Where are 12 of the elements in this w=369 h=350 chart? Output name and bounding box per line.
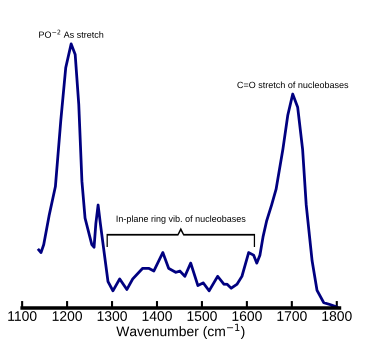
x-tick-label: 1800 bbox=[322, 311, 352, 321]
x-tick-label: 1100 bbox=[8, 311, 37, 321]
annotation: In-plane ring vib. of nucleobases bbox=[116, 215, 246, 224]
x-tick-label: 1300 bbox=[98, 311, 127, 321]
x-tick-label: 1500 bbox=[188, 311, 217, 321]
annotation: PO$^{−2}$ As stretch bbox=[39, 30, 104, 38]
x-tick-label: 1700 bbox=[277, 311, 307, 321]
x-tick-label: 1600 bbox=[232, 311, 262, 321]
annotation: C=O stretch of nucleobases bbox=[237, 82, 348, 88]
x-tick-label: 1400 bbox=[142, 311, 172, 321]
x-tick-label: 1200 bbox=[52, 311, 82, 321]
x-axis-title: Wavenumber (cm$^{−1}$) bbox=[116, 324, 244, 340]
